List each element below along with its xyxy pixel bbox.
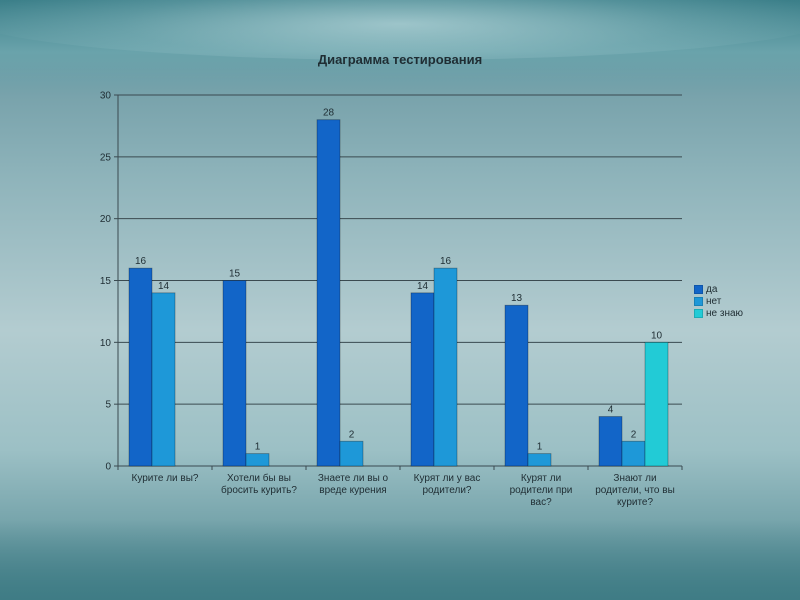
legend-label-yes: да [706,283,718,295]
legend-item-yes: да [694,283,743,295]
bar [527,453,552,467]
legend-swatch-no [694,296,703,306]
x-category-label: вреде курения [319,485,386,496]
data-label: 4 [608,405,614,416]
legend-swatch-yes [694,284,703,294]
y-tick-label: 15 [100,276,112,287]
data-label: 1 [255,442,261,453]
bar [410,292,435,467]
data-label: 15 [229,269,241,280]
x-category-label: родители? [422,485,471,496]
x-category-label: Хотели бы вы [227,472,291,484]
bar [222,280,247,467]
chart-legend: да нет не знаю [694,283,743,319]
x-category-label: Знаете ли вы о [318,473,389,484]
x-category-label: вас? [530,497,552,508]
bar [245,453,270,467]
data-label: 16 [135,256,147,267]
x-category-label: Знают ли [613,473,656,484]
y-tick-label: 0 [105,462,111,473]
legend-label-dont-know: не знаю [706,307,744,319]
data-label: 28 [323,108,335,119]
data-label: 1 [537,442,543,453]
x-category-label: курите? [617,497,654,508]
legend-label-no: нет [706,295,722,307]
x-category-label: Курите ли вы? [132,473,199,484]
data-label: 14 [158,281,170,292]
chart-title: Диаграмма тестирования [317,52,483,67]
y-tick-label: 5 [105,400,111,411]
x-category-label: Курят ли у вас [414,473,481,484]
bar [339,440,364,467]
y-tick-label: 20 [100,214,112,225]
bar [644,341,669,467]
x-category-label: Курят ли [521,473,561,484]
header-wave-decoration [0,0,800,60]
bar [598,416,623,467]
data-label: 2 [631,429,637,440]
data-label: 16 [440,256,452,267]
legend-item-no: нет [694,295,743,307]
y-tick-label: 10 [100,338,112,349]
data-label: 10 [651,330,663,341]
y-tick-label: 30 [100,91,112,102]
legend-swatch-dont-know [694,308,703,318]
legend-item-dont-know: не знаю [694,307,743,319]
footer-band [0,520,800,600]
bar [128,267,153,467]
data-label: 14 [417,281,429,292]
x-category-label: родители, что вы [595,485,675,496]
bar [151,292,176,467]
x-category-label: бросить курить? [221,484,297,496]
bar [316,119,341,467]
y-tick-label: 25 [100,152,112,163]
bar [621,440,646,467]
data-label: 13 [511,293,523,304]
bar [504,304,529,467]
data-label: 2 [349,429,355,440]
bar [433,267,458,467]
x-category-label: родители при [510,485,573,496]
